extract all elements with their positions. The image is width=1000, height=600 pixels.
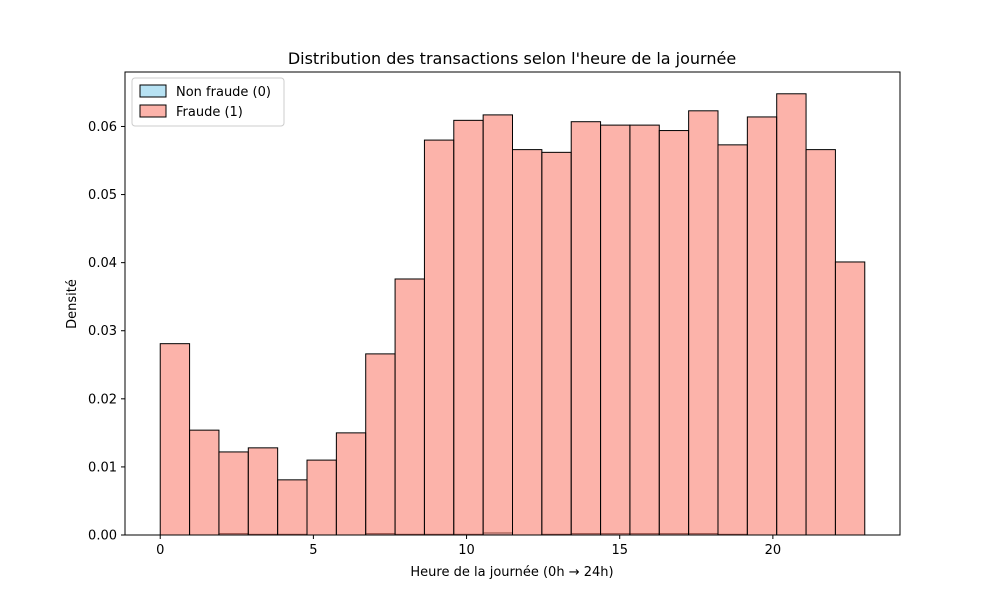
legend: Non fraude (0) Fraude (1) — [131, 77, 285, 127]
legend-box — [131, 77, 285, 127]
bar-fraude-22 — [805, 149, 836, 536]
legend-label-fraude: Fraude (1) — [176, 105, 243, 120]
bar-fraude-9 — [423, 139, 455, 536]
y-tick-label-4: 0.04 — [88, 256, 117, 271]
y-tick-label-3: 0.03 — [88, 324, 117, 339]
bar-fraude-6 — [335, 432, 367, 536]
bar-fraude-7 — [365, 353, 396, 536]
bar-fraude-12 — [512, 149, 543, 536]
y-tick-label-1: 0.01 — [88, 460, 117, 475]
bar-fraude-16 — [629, 124, 660, 536]
y-tick-label-2: 0.02 — [88, 392, 117, 407]
legend-swatch-non-fraude — [139, 84, 167, 98]
bar-fraude-23 — [834, 261, 866, 536]
plot-frame — [124, 71, 901, 536]
bar-fraude-5 — [306, 459, 337, 536]
bar-fraude-10 — [453, 119, 484, 536]
chart-title: Distribution des transactions selon l'he… — [288, 49, 736, 68]
bar-fraude-11 — [482, 114, 513, 536]
bar-fraude-4 — [277, 479, 308, 536]
bar-fraude-1 — [189, 429, 220, 536]
legend-swatch-fraude — [139, 104, 167, 118]
bar-fraude-3 — [247, 447, 279, 536]
bar-fraude-0 — [159, 343, 191, 536]
x-tick-label-2: 10 — [458, 543, 475, 558]
x-tick-label-3: 15 — [611, 543, 628, 558]
bars-layer — [159, 93, 866, 536]
y-axis: 0.00 0.01 0.02 0.03 0.04 0.05 0.06 — [88, 120, 125, 544]
bar-fraude-13 — [541, 151, 572, 536]
bar-fraude-19 — [717, 144, 748, 536]
bar-fraude-14 — [570, 121, 602, 536]
bar-fraude-17 — [658, 130, 690, 536]
y-axis-label: Densité — [65, 279, 80, 329]
bar-fraude-15 — [600, 124, 631, 536]
x-tick-label-0: 0 — [156, 543, 164, 558]
x-axis-label: Heure de la journée (0h → 24h) — [410, 565, 613, 580]
legend-label-non-fraude: Non fraude (0) — [176, 85, 271, 100]
bar-fraude-2 — [218, 451, 249, 536]
bar-fraude-8 — [394, 278, 425, 536]
y-tick-label-0: 0.00 — [88, 529, 117, 544]
bar-fraude-21 — [776, 93, 807, 536]
y-tick-label-6: 0.06 — [88, 120, 117, 135]
bar-fraude-20 — [746, 116, 778, 536]
x-tick-label-1: 5 — [309, 543, 317, 558]
y-tick-label-5: 0.05 — [88, 188, 117, 203]
bar-fraude-18 — [688, 110, 719, 536]
x-axis: 0 5 10 15 20 — [156, 535, 781, 558]
x-tick-label-4: 20 — [765, 543, 782, 558]
